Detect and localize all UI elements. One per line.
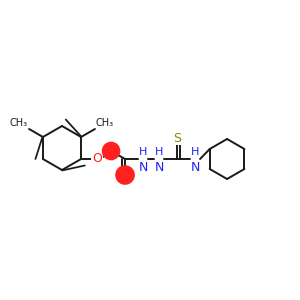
Text: H: H bbox=[191, 147, 199, 157]
Text: S: S bbox=[173, 131, 181, 145]
Text: H: H bbox=[155, 147, 163, 157]
Text: N: N bbox=[138, 161, 148, 174]
Text: CH₃: CH₃ bbox=[10, 118, 28, 128]
Text: CH₃: CH₃ bbox=[96, 118, 114, 128]
Text: H: H bbox=[139, 147, 147, 157]
Text: O: O bbox=[92, 152, 102, 166]
Text: N: N bbox=[190, 161, 200, 174]
Point bbox=[123, 172, 128, 177]
Text: N: N bbox=[154, 161, 164, 174]
Point bbox=[109, 148, 113, 153]
